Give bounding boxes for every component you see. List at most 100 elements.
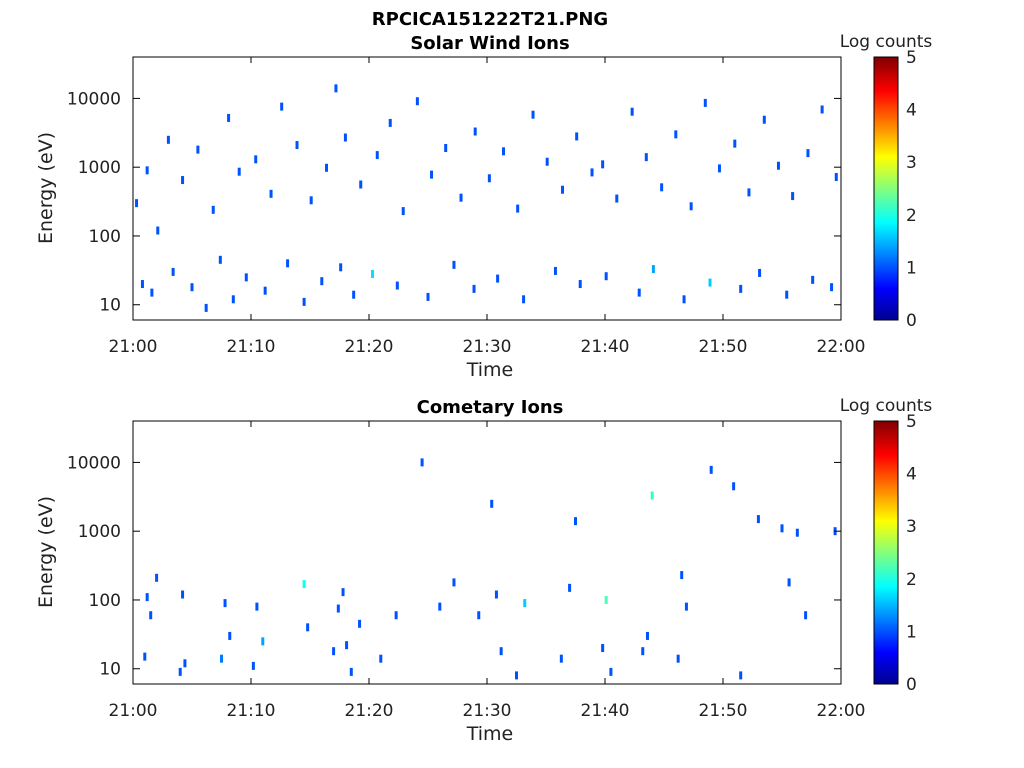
heatmap-cell xyxy=(523,599,527,608)
heatmap-cell xyxy=(452,578,456,587)
x-tick-label: 22:00 xyxy=(817,701,866,721)
heatmap-cell xyxy=(651,265,655,274)
y-tick-label: 1000 xyxy=(78,522,121,542)
heatmap-cell xyxy=(660,183,664,192)
heatmap-cell xyxy=(349,667,353,676)
heatmap-cell xyxy=(811,275,815,284)
heatmap-cell xyxy=(568,583,572,592)
heatmap-cell xyxy=(295,141,299,150)
heatmap-cell xyxy=(145,593,149,602)
heatmap-cell xyxy=(561,185,565,194)
heatmap-cell xyxy=(231,295,235,304)
heatmap-cell xyxy=(739,284,743,293)
heatmap-cell xyxy=(401,207,405,216)
y-tick-label: 100 xyxy=(89,591,121,611)
heatmap-cell xyxy=(255,602,259,611)
heatmap-cell xyxy=(415,97,419,106)
colorbar-tick-label: 4 xyxy=(906,465,917,485)
colorbar-tick-label: 2 xyxy=(906,206,917,226)
heatmap-cell xyxy=(756,515,760,524)
heatmap-cell xyxy=(420,458,424,467)
colorbar-tick-label: 5 xyxy=(906,412,917,432)
heatmap-cell xyxy=(341,588,345,597)
heatmap-cell xyxy=(776,161,780,170)
heatmap-cell xyxy=(244,273,248,282)
heatmap-cell xyxy=(302,580,306,589)
heatmap-cell xyxy=(334,84,338,93)
colorbar-tick-label: 2 xyxy=(906,570,917,590)
heatmap-cell xyxy=(261,637,265,646)
x-tick-label: 21:20 xyxy=(345,701,394,721)
heatmap-cell xyxy=(676,654,680,663)
heatmap-cell xyxy=(352,290,356,299)
x-tick-label: 21:30 xyxy=(463,701,512,721)
heatmap-cell xyxy=(269,189,273,198)
heatmap-cell xyxy=(578,280,582,289)
y-tick-label: 10000 xyxy=(67,453,121,473)
heatmap-cell xyxy=(575,132,579,141)
colorbar: 0 1 2 3 4 5 xyxy=(873,412,917,695)
heatmap-cell xyxy=(733,139,737,148)
heatmap-cell xyxy=(388,118,392,127)
plot-area xyxy=(132,420,842,685)
heatmap-cell xyxy=(604,272,608,281)
colorbar-label: Log counts xyxy=(840,396,933,416)
heatmap-cell xyxy=(438,602,442,611)
y-axis-label: Energy (eV) xyxy=(35,496,57,608)
heatmap-cell xyxy=(371,269,375,278)
heatmap-cell xyxy=(644,153,648,162)
heatmap-cell xyxy=(791,192,795,201)
heatmap-cell xyxy=(689,202,693,211)
heatmap-cell xyxy=(325,163,329,172)
colorbar-tick-label: 3 xyxy=(906,153,917,173)
heatmap-cell xyxy=(516,204,520,213)
heatmap-cell xyxy=(787,578,791,587)
heatmap-cell xyxy=(680,571,684,580)
heatmap-cell xyxy=(490,499,494,508)
heatmap-cell xyxy=(218,255,222,264)
heatmap-cell xyxy=(630,107,634,116)
panel-title: Cometary Ions xyxy=(417,397,564,418)
heatmap-cells xyxy=(135,84,838,312)
heatmap-cell xyxy=(379,654,383,663)
heatmap-cell xyxy=(496,274,500,283)
heatmap-cell xyxy=(499,647,503,656)
heatmap-cell xyxy=(220,654,223,663)
colorbar-tick-label: 4 xyxy=(906,101,917,121)
heatmap-cell xyxy=(641,647,645,656)
heatmap-cell xyxy=(145,166,149,175)
heatmap-cell xyxy=(459,193,463,202)
x-tick-label: 21:00 xyxy=(109,337,158,357)
colorbar-tick-label: 0 xyxy=(906,675,917,695)
x-tick-label: 21:50 xyxy=(699,337,748,357)
heatmap-cell xyxy=(223,599,227,608)
heatmap-cell xyxy=(545,157,549,166)
heatmap-cell xyxy=(306,623,310,632)
heatmap-cell xyxy=(708,278,712,287)
panel-cometary-ions: Cometary Ions 21:00 21:10 21:20 21:30 21:40 2… xyxy=(35,396,932,745)
x-axis: 21:00 21:10 21:20 21:30 21:40 21:50 22:00 xyxy=(109,421,866,721)
y-tick-label: 10 xyxy=(99,296,121,316)
x-tick-label: 21:20 xyxy=(345,337,394,357)
heatmap-cell xyxy=(758,268,762,277)
colorbar-tick-label: 0 xyxy=(906,311,917,331)
heatmap-cell xyxy=(477,611,481,620)
colorbar: 0 1 2 3 4 5 xyxy=(873,48,917,331)
x-tick-label: 21:40 xyxy=(581,337,630,357)
panel-solar-wind-ions: Solar Wind Ions 21:00 21:10 21:20 21:30 21:4… xyxy=(35,32,932,381)
heatmap-cell xyxy=(339,263,343,272)
heatmap-cell xyxy=(343,133,347,142)
heatmap-cell xyxy=(286,259,290,268)
heatmap-cell xyxy=(684,602,688,611)
heatmap-cell xyxy=(739,671,743,680)
heatmap-cell xyxy=(609,667,613,676)
heatmap-cell xyxy=(336,604,340,613)
heatmap-cell xyxy=(444,144,448,153)
heatmap-cell xyxy=(732,482,736,491)
heatmap-cell xyxy=(601,644,605,653)
heatmap-cell xyxy=(332,647,336,656)
heatmap-cell xyxy=(553,266,557,275)
heatmap-cells xyxy=(143,458,837,680)
heatmap-cell xyxy=(574,517,577,526)
